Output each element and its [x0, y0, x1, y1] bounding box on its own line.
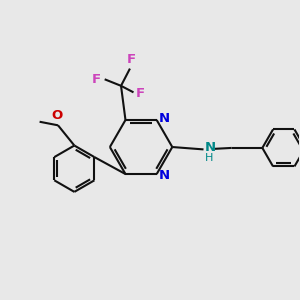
Text: H: H: [205, 153, 213, 163]
Text: N: N: [159, 112, 170, 125]
Text: N: N: [159, 169, 170, 182]
Text: N: N: [205, 141, 216, 154]
Text: F: F: [136, 87, 145, 100]
Text: O: O: [51, 109, 62, 122]
Text: F: F: [127, 52, 136, 66]
Text: F: F: [92, 73, 101, 86]
